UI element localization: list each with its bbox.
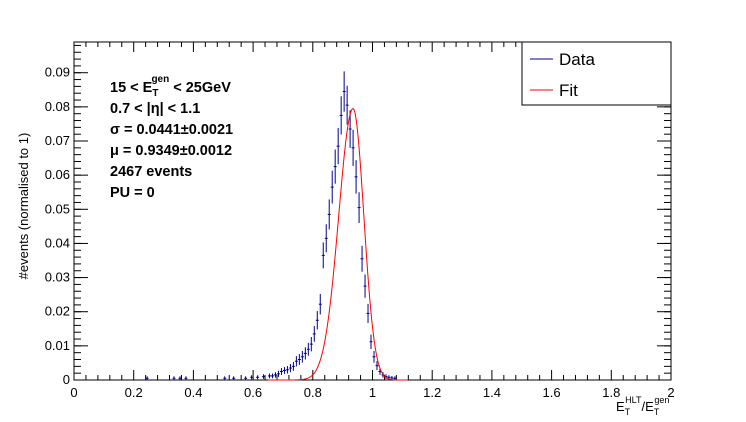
x-tick-label: 0 xyxy=(70,385,77,400)
y-tick-label: 0.04 xyxy=(45,235,70,250)
annotation-block: 15 < ETgen < 25GeV 0.7 < |η| < 1.1 σ = 0… xyxy=(110,74,233,201)
x-tick-label: 0.6 xyxy=(244,385,262,400)
annotation-sigma: σ = 0.0441±0.0021 xyxy=(110,122,233,138)
legend-data-label: Data xyxy=(559,50,595,69)
y-tick-label: 0.05 xyxy=(45,201,70,216)
x-tick-label: 1.4 xyxy=(483,385,501,400)
x-tick-label: 1.6 xyxy=(543,385,561,400)
x-tick-label: 1.2 xyxy=(423,385,441,400)
fit-curve xyxy=(268,108,408,381)
y-tick-label: 0.09 xyxy=(45,65,70,80)
x-tick-label: 2 xyxy=(667,385,674,400)
annotation-eta-range: 0.7 < |η| < 1.1 xyxy=(110,101,200,117)
x-tick-label: 1 xyxy=(369,385,376,400)
y-tick-label: 0 xyxy=(63,372,70,387)
y-tick-label: 0.03 xyxy=(45,270,70,285)
x-tick-label: 1.8 xyxy=(602,385,620,400)
annotation-energy-range: 15 < ETgen < 25GeV xyxy=(110,74,231,99)
annotation-event-count: 2467 events xyxy=(110,164,192,180)
y-tick-label: 0.02 xyxy=(45,304,70,319)
annotation-pileup: PU = 0 xyxy=(110,185,155,201)
legend: Data Fit xyxy=(521,41,672,106)
y-tick-label: 0.01 xyxy=(45,338,70,353)
y-tick-label: 0.07 xyxy=(45,133,70,148)
y-tick-label: 0.08 xyxy=(45,99,70,114)
x-tick-label: 0.2 xyxy=(125,385,143,400)
x-axis-title: ETHLT/ETgen xyxy=(616,395,669,417)
legend-box xyxy=(521,41,672,106)
y-tick-label: 0.06 xyxy=(45,167,70,182)
annotation-mu: μ = 0.9349±0.0012 xyxy=(110,143,232,159)
legend-fit-label: Fit xyxy=(559,81,578,100)
y-axis-title: #events (normalised to 1) xyxy=(16,133,31,280)
x-tick-label: 0.8 xyxy=(304,385,322,400)
x-tick-label: 0.4 xyxy=(184,385,202,400)
